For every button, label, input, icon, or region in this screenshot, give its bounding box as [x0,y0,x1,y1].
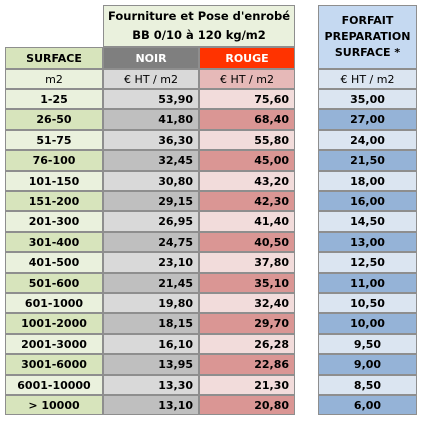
rouge-price-cell: 40,50 [199,232,295,252]
surface-cell: 601-1000 [5,293,103,313]
noir-price-cell: 13,30 [103,375,199,395]
surface-cell: 301-400 [5,232,103,252]
surface-cell: 2001-3000 [5,334,103,354]
rouge-price-cell: 68,40 [199,109,295,130]
noir-price-cell: 13,10 [103,395,199,415]
forfait-header-line3: SURFACE * [334,46,401,59]
forfait-price-cell: 24,00 [318,130,417,150]
product-title-line2: BB 0/10 à 120 kg/m2 [132,28,266,42]
surface-cell: 76-100 [5,150,103,171]
noir-price-cell: 26,95 [103,211,199,232]
forfait-unit: € HT / m2 [318,69,417,89]
rouge-price-cell: 21,30 [199,375,295,395]
noir-price-cell: 53,90 [103,89,199,109]
forfait-price-cell: 13,00 [318,232,417,252]
noir-price-cell: 29,15 [103,191,199,211]
forfait-price-cell: 9,00 [318,354,417,375]
forfait-header-line1: FORFAIT [341,14,394,27]
rouge-price-cell: 35,10 [199,273,295,293]
noir-price-cell: 23,10 [103,252,199,273]
rouge-unit: € HT / m2 [199,69,295,89]
forfait-price-cell: 8,50 [318,375,417,395]
surface-unit: m2 [5,69,103,89]
product-title: Fourniture et Pose d'enrobé BB 0/10 à 12… [103,5,295,47]
surface-cell: 26-50 [5,109,103,130]
rouge-price-cell: 42,30 [199,191,295,211]
noir-price-cell: 30,80 [103,171,199,191]
forfait-price-cell: 6,00 [318,395,417,415]
surface-cell: 3001-6000 [5,354,103,375]
surface-cell: 1-25 [5,89,103,109]
forfait-header: FORFAIT PREPARATION SURFACE * [318,5,417,69]
forfait-price-cell: 9,50 [318,334,417,354]
forfait-price-cell: 14,50 [318,211,417,232]
noir-price-cell: 36,30 [103,130,199,150]
rouge-price-cell: 20,80 [199,395,295,415]
noir-price-cell: 24,75 [103,232,199,252]
forfait-price-cell: 12,50 [318,252,417,273]
forfait-price-cell: 11,00 [318,273,417,293]
rouge-header: ROUGE [199,47,295,69]
product-title-line1: Fourniture et Pose d'enrobé [107,9,291,23]
forfait-price-cell: 10,00 [318,313,417,334]
forfait-price-cell: 18,00 [318,171,417,191]
noir-price-cell: 21,45 [103,273,199,293]
rouge-price-cell: 22,86 [199,354,295,375]
surface-cell: 401-500 [5,252,103,273]
rouge-price-cell: 29,70 [199,313,295,334]
forfait-header-line2: PREPARATION [324,30,411,43]
rouge-price-cell: 43,20 [199,171,295,191]
noir-unit: € HT / m2 [103,69,199,89]
surface-cell: 6001-10000 [5,375,103,395]
rouge-price-cell: 32,40 [199,293,295,313]
forfait-price-cell: 35,00 [318,89,417,109]
noir-price-cell: 19,80 [103,293,199,313]
surface-cell: > 10000 [5,395,103,415]
rouge-price-cell: 41,40 [199,211,295,232]
surface-cell: 101-150 [5,171,103,191]
rouge-price-cell: 55,80 [199,130,295,150]
rouge-price-cell: 26,28 [199,334,295,354]
surface-cell: 151-200 [5,191,103,211]
forfait-price-cell: 27,00 [318,109,417,130]
rouge-price-cell: 75,60 [199,89,295,109]
surface-header: SURFACE [5,47,103,69]
surface-cell: 51-75 [5,130,103,150]
noir-price-cell: 32,45 [103,150,199,171]
surface-cell: 201-300 [5,211,103,232]
noir-price-cell: 18,15 [103,313,199,334]
rouge-price-cell: 37,80 [199,252,295,273]
noir-header: NOIR [103,47,199,69]
forfait-price-cell: 21,50 [318,150,417,171]
noir-price-cell: 16,10 [103,334,199,354]
noir-price-cell: 13,95 [103,354,199,375]
noir-price-cell: 41,80 [103,109,199,130]
surface-cell: 501-600 [5,273,103,293]
surface-cell: 1001-2000 [5,313,103,334]
forfait-price-cell: 16,00 [318,191,417,211]
forfait-price-cell: 10,50 [318,293,417,313]
rouge-price-cell: 45,00 [199,150,295,171]
